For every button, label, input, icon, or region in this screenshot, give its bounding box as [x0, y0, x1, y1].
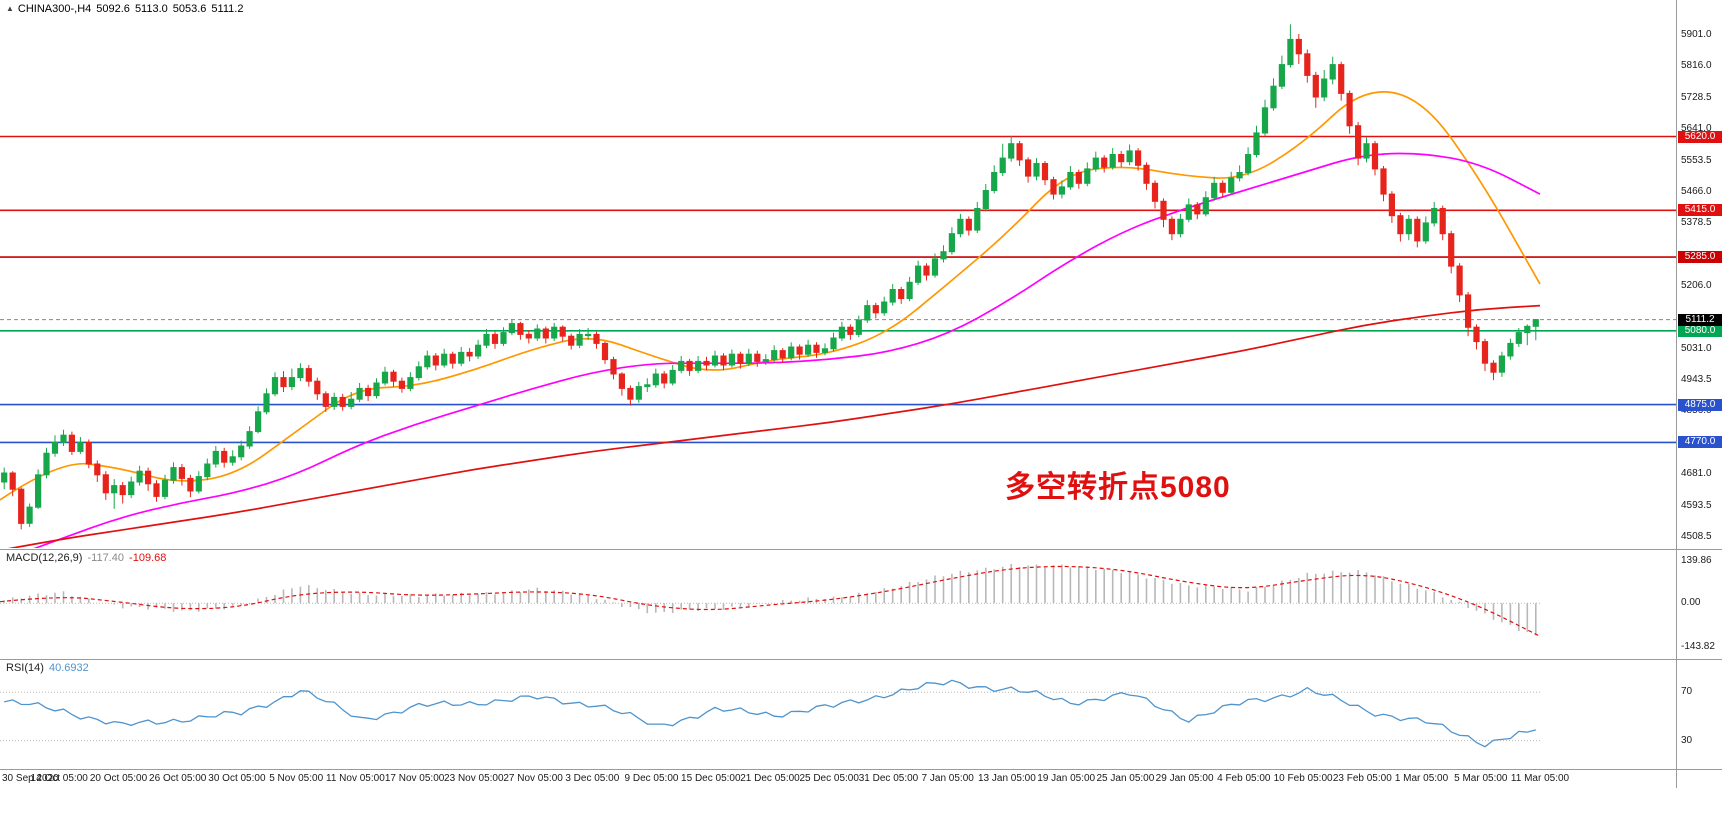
current-price-label: 5111.2 [1678, 313, 1722, 326]
price-line-label: 5415.0 [1678, 204, 1722, 217]
price-tick-label: 4681.0 [1681, 468, 1712, 480]
price-tick-label: 4943.5 [1681, 373, 1712, 385]
candlestick-series [1, 24, 1539, 530]
time-tick-label: 30 Sep 2020 [2, 773, 59, 784]
time-tick-label: 27 Nov 05:00 [503, 773, 563, 784]
chart-header: ▲ CHINA300-,H4 5092.6 5113.0 5053.6 5111.2 [6, 3, 243, 15]
time-tick-label: 29 Jan 05:00 [1155, 773, 1214, 784]
price-tick-label: 5553.5 [1681, 154, 1712, 166]
symbol-timeframe-label: CHINA300-,H4 [17, 3, 92, 15]
time-tick-label: 25 Jan 05:00 [1096, 773, 1155, 784]
ma-medium-magenta [33, 152, 1541, 548]
time-tick-label: 4 Feb 05:00 [1217, 773, 1271, 784]
time-tick-label: 21 Dec 05:00 [740, 773, 800, 784]
time-tick-label: 31 Dec 05:00 [858, 773, 919, 784]
ma-slow-red [7, 304, 1541, 548]
horizontal-line-objects[interactable] [0, 135, 1676, 444]
price-line-label: 4875.0 [1678, 398, 1722, 411]
time-tick-label: 10 Feb 05:00 [1273, 773, 1333, 784]
time-axis[interactable]: 30 Sep 2020 14 Oct 05:00 20 Oct 05:00 26 Oc… [0, 769, 1722, 839]
macd-tick-label: 0.00 [1681, 597, 1701, 609]
macd-main-value: -117.40 [87, 552, 124, 564]
time-tick-label: 26 Oct 05:00 [149, 773, 207, 784]
rsi-tick-label: 70 [1681, 686, 1693, 698]
time-tick-label: 23 Feb 05:00 [1332, 773, 1392, 784]
ma-fast-orange [0, 91, 1541, 501]
price-high-value: 5113.0 [134, 3, 168, 15]
time-tick-label: 15 Dec 05:00 [681, 773, 741, 784]
price-tick-label: 4593.5 [1681, 499, 1712, 511]
time-tick-label: 7 Jan 05:00 [921, 773, 974, 784]
price-open-value: 5092.6 [96, 3, 130, 15]
price-tick-label: 5641.0 [1681, 123, 1712, 134]
price-line-label: 5620.0 [1678, 130, 1722, 143]
rsi-line [4, 679, 1536, 748]
rsi-plot-area[interactable] [0, 660, 1676, 769]
price-tick-label: 5901.0 [1681, 29, 1712, 41]
rsi-label: RSI(14) 40.6932 [6, 662, 91, 674]
price-tick-label: 5031.0 [1681, 342, 1712, 354]
price-tick-label: 5206.0 [1681, 279, 1712, 291]
rsi-value: 40.6932 [48, 662, 89, 674]
macd-histogram [3, 564, 1537, 636]
time-tick-label: 5 Mar 05:00 [1454, 773, 1508, 784]
time-tick-label: 30 Oct 05:00 [208, 773, 266, 784]
time-tick-label: 23 Nov 05:00 [444, 773, 504, 784]
rsi-name: RSI(14) [6, 662, 44, 674]
macd-name: MACD(12,26,9) [6, 552, 83, 564]
price-line-label: 4770.0 [1678, 436, 1722, 449]
time-tick-label: 3 Dec 05:00 [565, 773, 620, 784]
price-tick-label: 5816.0 [1681, 60, 1712, 71]
macd-axis[interactable]: 139.86 0.00 -143.82 [1676, 550, 1722, 659]
chart-annotation-text[interactable]: 多空转折点5080 [1005, 471, 1231, 504]
macd-signal-line [0, 565, 1541, 637]
price-tick-label: 5378.5 [1681, 217, 1712, 229]
price-tick-label: 4856.0 [1681, 405, 1712, 417]
time-tick-label: 19 Jan 05:00 [1037, 773, 1096, 784]
macd-tick-label: -143.82 [1681, 640, 1715, 652]
macd-panel[interactable]: 139.86 0.00 -143.82 MACD(12,26,9) -117.40 … [0, 549, 1722, 659]
price-axis[interactable]: 5901.0 5816.0 5728.5 5641.0 5553.5 5466.0 5378… [1676, 0, 1722, 549]
time-tick-label: 5 Nov 05:00 [269, 773, 324, 784]
moving-average-lines [0, 91, 1541, 548]
price-low-value: 5053.6 [172, 3, 207, 15]
time-tick-label: 11 Mar 05:00 [1510, 773, 1570, 784]
time-tick-label: 1 Mar 05:00 [1394, 773, 1449, 784]
price-line-label: 5285.0 [1678, 251, 1722, 264]
axis-corner [1676, 770, 1722, 788]
price-tick-label: 5466.0 [1681, 185, 1712, 197]
candlestick-chart-icon: ▲ [6, 4, 14, 13]
price-tick-label: 4508.5 [1681, 530, 1712, 542]
price-line-label: 5080.0 [1678, 324, 1722, 337]
time-tick-label: 11 Nov 05:00 [326, 773, 385, 784]
time-tick-label: 13 Jan 05:00 [977, 773, 1036, 784]
time-tick-label: 9 Dec 05:00 [624, 773, 679, 784]
time-tick-label: 25 Dec 05:00 [799, 773, 859, 784]
price-close-value: 5111.2 [211, 3, 244, 15]
price-chart-panel[interactable]: 5901.0 5816.0 5728.5 5641.0 5553.5 5466.0 5378… [0, 0, 1722, 549]
rsi-tick-label: 30 [1681, 734, 1693, 746]
macd-signal-value: -109.68 [129, 552, 167, 564]
price-plot-area[interactable] [0, 0, 1676, 548]
rsi-panel[interactable]: 70 30 RSI(14) 40.6932 [0, 659, 1722, 769]
time-tick-label: 17 Nov 05:00 [384, 773, 445, 784]
time-tick-label: 14 Oct 05:00 [30, 773, 88, 784]
rsi-axis[interactable]: 70 30 [1676, 660, 1722, 769]
macd-tick-label: 139.86 [1681, 555, 1712, 567]
macd-label: MACD(12,26,9) -117.40 -109.68 [6, 552, 168, 564]
time-tick-label: 20 Oct 05:00 [89, 773, 148, 784]
price-tick-label: 5728.5 [1681, 91, 1712, 103]
macd-plot-area[interactable] [0, 550, 1676, 659]
